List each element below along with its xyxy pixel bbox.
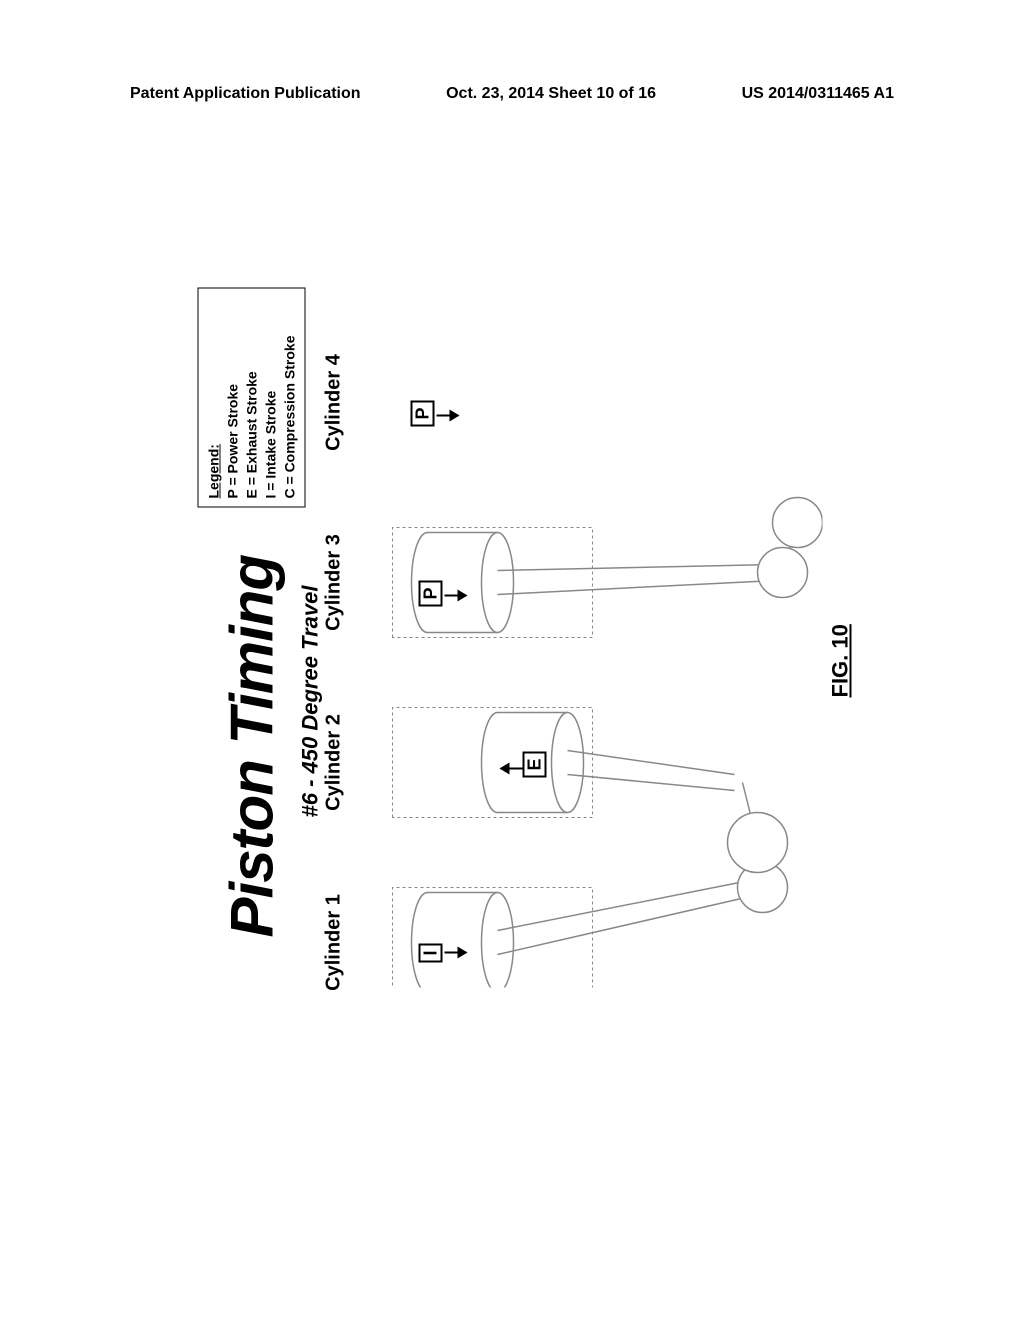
arrow-down-icon [437, 415, 459, 417]
stroke-badge-1: I [419, 943, 443, 962]
piston-svg [353, 488, 823, 988]
cylinder-3: Cylinder 3 [323, 508, 346, 658]
legend-item: I = Intake Stroke [261, 297, 280, 499]
header-right: US 2014/0311465 A1 [742, 85, 894, 103]
cylinder-label: Cylinder 3 [323, 508, 346, 658]
stroke-badge-3: P [419, 580, 443, 606]
cylinder-2: Cylinder 2 [323, 688, 346, 838]
cylinder-1: Cylinder 1 [323, 868, 346, 1018]
cylinder-label: Cylinder 1 [323, 868, 346, 1018]
cylinder-label: Cylinder 2 [323, 688, 346, 838]
legend-title: Legend: [205, 297, 224, 499]
cylinder-4: Cylinder 4 [323, 328, 346, 478]
arrow-down-icon [445, 952, 467, 954]
header-left: Patent Application Publication [130, 85, 361, 103]
arrow-up-icon [501, 768, 523, 770]
legend-item: E = Exhaust Stroke [242, 297, 261, 499]
figure-main-title: Piston Timing [218, 555, 287, 938]
header-center: Oct. 23, 2014 Sheet 10 of 16 [446, 85, 656, 103]
legend-item: P = Power Stroke [223, 297, 242, 499]
stroke-badge-2: E [523, 751, 547, 777]
arrow-down-icon [445, 595, 467, 597]
legend-box: Legend: P = Power Stroke E = Exhaust Str… [198, 288, 306, 508]
legend-item: C = Compression Stroke [280, 297, 299, 499]
figure-caption: FIG. 10 [828, 624, 854, 697]
figure-sub-title: #6 - 450 Degree Travel [298, 586, 324, 818]
cylinder-label: Cylinder 4 [323, 328, 346, 478]
cylinders-diagram: Cylinder 1 Cylinder 2 Cylinder 3 Cylinde… [323, 278, 823, 988]
page-header: Patent Application Publication Oct. 23, … [130, 85, 894, 103]
stroke-badge-4: P [411, 400, 435, 426]
figure-rotated-container: Piston Timing #6 - 450 Degree Travel Leg… [148, 333, 908, 988]
